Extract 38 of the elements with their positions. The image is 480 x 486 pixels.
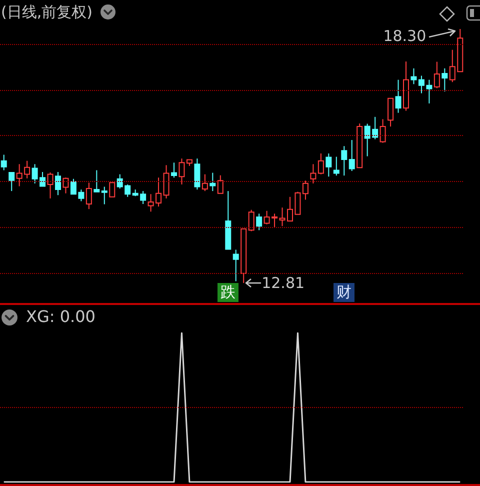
candlestick [62,177,69,194]
candlestick [388,98,394,128]
candlestick [178,158,185,185]
candlestick [256,213,262,231]
candlestick [163,164,170,199]
candlestick [434,61,440,89]
annotation: 12.81 [262,274,305,292]
candlestick [194,158,200,190]
annotation: 财 [334,283,355,302]
candlestick [442,68,448,92]
candlestick [333,156,340,176]
candlestick [8,172,15,192]
annotation: 18.30 [383,27,426,45]
candlestick [410,68,417,85]
candlestick [341,146,348,176]
candlestick [310,164,316,184]
candlestick [47,172,54,199]
candlestick [395,79,402,114]
candlestick [210,172,216,192]
candlestick [217,174,224,194]
candlestick [101,186,108,205]
candlestick [171,162,177,178]
candlestick [380,118,386,144]
candlestick [348,140,355,172]
chart-title: XG: 0.00 [26,307,96,326]
candlestick [55,172,61,196]
candlestick [232,249,239,282]
candlestick [109,182,116,198]
candlestick [326,152,332,178]
candlestick [248,209,254,232]
candlestick [202,174,208,192]
candlestick [0,154,7,171]
candlestick [94,170,100,192]
annotation: 跌 [218,283,239,302]
candlestick [318,152,324,175]
chart-title: (日线,前复权) [1,3,92,21]
candlestick [302,180,308,200]
candlestick [86,182,92,210]
